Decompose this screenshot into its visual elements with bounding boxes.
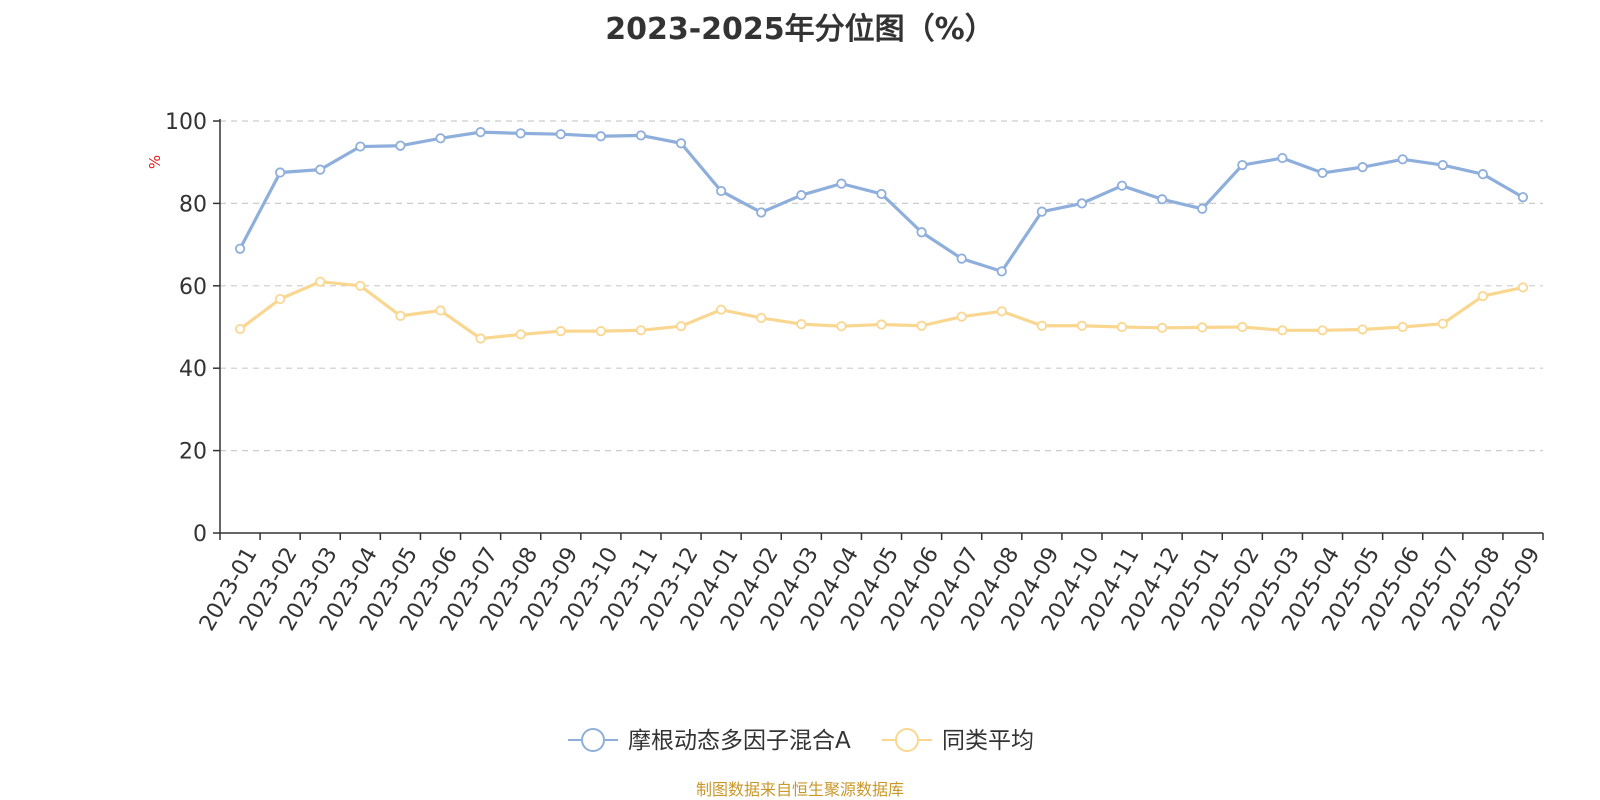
data-point bbox=[956, 311, 967, 322]
data-point bbox=[1036, 206, 1047, 217]
data-point bbox=[1076, 198, 1088, 209]
data-point bbox=[716, 185, 727, 197]
axes bbox=[213, 119, 1544, 540]
data-point bbox=[1116, 180, 1128, 191]
data-point bbox=[515, 329, 526, 340]
data-point bbox=[675, 321, 687, 332]
data-point bbox=[1237, 321, 1248, 333]
data-point bbox=[876, 188, 887, 200]
data-point bbox=[234, 243, 246, 254]
source-note: 制图数据来自恒生聚源数据库 bbox=[695, 780, 904, 799]
x-tick-labels: 2023-012023-022023-032023-042023-052023-… bbox=[195, 543, 1546, 635]
data-point bbox=[1317, 167, 1328, 179]
data-point bbox=[315, 164, 326, 175]
data-point bbox=[595, 131, 606, 142]
data-point bbox=[315, 276, 326, 287]
data-point bbox=[1397, 321, 1408, 333]
y-tick-label: 80 bbox=[179, 192, 207, 217]
data-point bbox=[395, 140, 406, 151]
chart-title: 2023-2025年分位图（%） bbox=[605, 12, 995, 47]
legend-marker bbox=[581, 728, 605, 752]
data-point bbox=[675, 138, 687, 149]
data-point bbox=[1036, 320, 1047, 331]
data-point bbox=[1277, 152, 1288, 164]
data-point bbox=[635, 130, 647, 141]
data-point bbox=[836, 178, 847, 189]
data-point bbox=[1437, 318, 1448, 329]
legend-label: 同类平均 bbox=[942, 728, 1034, 754]
data-point bbox=[355, 141, 366, 152]
data-point bbox=[1237, 159, 1248, 171]
y-tick-label: 0 bbox=[193, 522, 207, 547]
data-point bbox=[1517, 282, 1529, 293]
data-point bbox=[635, 325, 647, 336]
data-point bbox=[996, 306, 1007, 317]
data-point bbox=[796, 319, 807, 330]
data-point bbox=[1277, 325, 1288, 336]
data-point bbox=[1076, 320, 1088, 331]
y-tick-labels: 0 20 40 60 80 100 bbox=[165, 110, 207, 547]
y-tick-label: 20 bbox=[179, 440, 207, 465]
data-point bbox=[1357, 162, 1368, 173]
data-point bbox=[555, 129, 566, 140]
data-point bbox=[716, 304, 727, 315]
data-point bbox=[1197, 203, 1208, 214]
data-point bbox=[555, 326, 566, 337]
data-point bbox=[475, 127, 486, 138]
data-point bbox=[956, 253, 967, 264]
series bbox=[234, 127, 1529, 344]
data-point bbox=[756, 312, 767, 324]
data-point bbox=[1437, 159, 1448, 171]
data-point bbox=[1157, 322, 1168, 333]
data-point bbox=[515, 128, 526, 139]
legend-item-2[interactable]: 同类平均 bbox=[882, 728, 1034, 754]
series-line bbox=[238, 130, 1524, 273]
data-point bbox=[1357, 324, 1368, 335]
y-axis-label: % bbox=[146, 155, 164, 169]
y-tick-label: 40 bbox=[179, 357, 207, 382]
data-point bbox=[1397, 154, 1408, 165]
data-point bbox=[1157, 194, 1168, 205]
data-point bbox=[836, 321, 847, 332]
data-point bbox=[1317, 325, 1328, 336]
data-point bbox=[1197, 322, 1208, 333]
y-tick-label: 100 bbox=[165, 110, 207, 135]
legend[interactable]: 摩根动态多因子混合A 同类平均 bbox=[568, 728, 1034, 754]
data-point bbox=[796, 190, 807, 201]
legend-label: 摩根动态多因子混合A bbox=[628, 728, 851, 754]
data-point bbox=[395, 310, 406, 321]
data-point bbox=[355, 280, 366, 291]
data-point bbox=[756, 207, 767, 218]
data-point bbox=[996, 266, 1007, 277]
series-line bbox=[239, 280, 1524, 341]
data-point bbox=[876, 319, 887, 330]
data-point bbox=[234, 323, 246, 335]
grid-lines bbox=[220, 120, 1543, 452]
data-point bbox=[475, 333, 486, 344]
y-tick-label: 60 bbox=[179, 275, 207, 300]
data-point bbox=[595, 326, 606, 337]
legend-item-1[interactable]: 摩根动态多因子混合A bbox=[568, 728, 851, 754]
series-1 bbox=[234, 127, 1529, 277]
data-point bbox=[435, 133, 446, 144]
data-point bbox=[275, 167, 286, 178]
data-point bbox=[1116, 321, 1128, 333]
data-point bbox=[1517, 192, 1529, 203]
data-point bbox=[1477, 290, 1488, 302]
data-point bbox=[916, 227, 927, 238]
legend-marker bbox=[895, 728, 919, 752]
series-2 bbox=[234, 276, 1529, 344]
data-point bbox=[275, 293, 286, 305]
data-point bbox=[1477, 169, 1488, 180]
data-point bbox=[435, 305, 446, 316]
data-point bbox=[916, 320, 927, 331]
